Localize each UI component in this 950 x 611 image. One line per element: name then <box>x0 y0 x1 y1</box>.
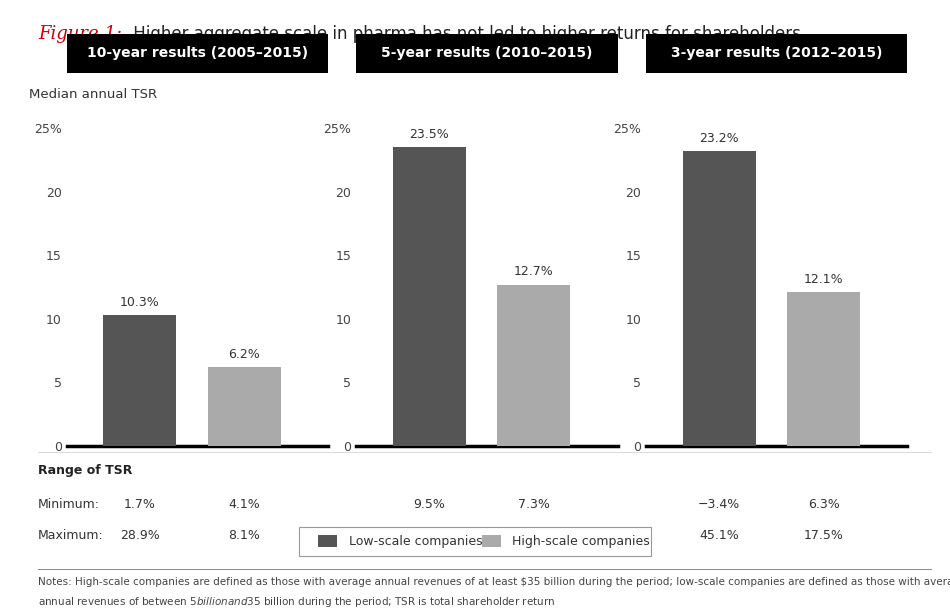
Text: 41.3%: 41.3% <box>409 529 449 541</box>
Text: 23.2%: 23.2% <box>699 132 739 145</box>
Text: Figure 1:: Figure 1: <box>38 24 122 43</box>
Text: 7.3%: 7.3% <box>518 498 550 511</box>
Text: Median annual TSR: Median annual TSR <box>28 88 157 101</box>
Text: 12.7%: 12.7% <box>514 265 554 278</box>
Text: 23.5%: 23.5% <box>409 128 449 141</box>
Text: 12.1%: 12.1% <box>804 273 844 286</box>
Text: 4.1%: 4.1% <box>228 498 260 511</box>
Text: 6.3%: 6.3% <box>808 498 840 511</box>
Text: 10-year results (2005–2015): 10-year results (2005–2015) <box>86 46 308 60</box>
Bar <box>103 315 177 446</box>
Text: High-scale companies: High-scale companies <box>512 535 650 548</box>
Text: Notes: High-scale companies are defined as those with average annual revenues of: Notes: High-scale companies are defined … <box>38 577 950 587</box>
Bar <box>682 151 756 446</box>
Text: Maximum:: Maximum: <box>38 529 104 541</box>
Bar <box>498 285 570 446</box>
Bar <box>787 292 861 446</box>
Text: 5-year results (2010–2015): 5-year results (2010–2015) <box>381 46 593 60</box>
Text: 8.1%: 8.1% <box>228 529 260 541</box>
Bar <box>207 367 281 446</box>
Text: Higher aggregate scale in pharma has not led to higher returns for shareholders: Higher aggregate scale in pharma has not… <box>128 24 801 43</box>
Text: 17.5%: 17.5% <box>804 529 844 541</box>
Text: 6.2%: 6.2% <box>228 348 260 361</box>
Text: 1.7%: 1.7% <box>124 498 156 511</box>
Text: annual revenues of between $5 billion and $35 billion during the period; TSR is : annual revenues of between $5 billion an… <box>38 595 555 609</box>
Text: Minimum:: Minimum: <box>38 498 100 511</box>
Text: 3-year results (2012–2015): 3-year results (2012–2015) <box>671 46 883 60</box>
Bar <box>393 147 466 446</box>
Text: 9.5%: 9.5% <box>413 498 446 511</box>
Text: 45.1%: 45.1% <box>699 529 739 541</box>
Text: −3.4%: −3.4% <box>698 498 740 511</box>
Text: 10.3%: 10.3% <box>120 296 160 309</box>
Text: 28.9%: 28.9% <box>120 529 160 541</box>
Text: Low-scale companies: Low-scale companies <box>349 535 483 548</box>
Text: Range of TSR: Range of TSR <box>38 464 132 477</box>
Text: 18.5%: 18.5% <box>514 529 554 541</box>
